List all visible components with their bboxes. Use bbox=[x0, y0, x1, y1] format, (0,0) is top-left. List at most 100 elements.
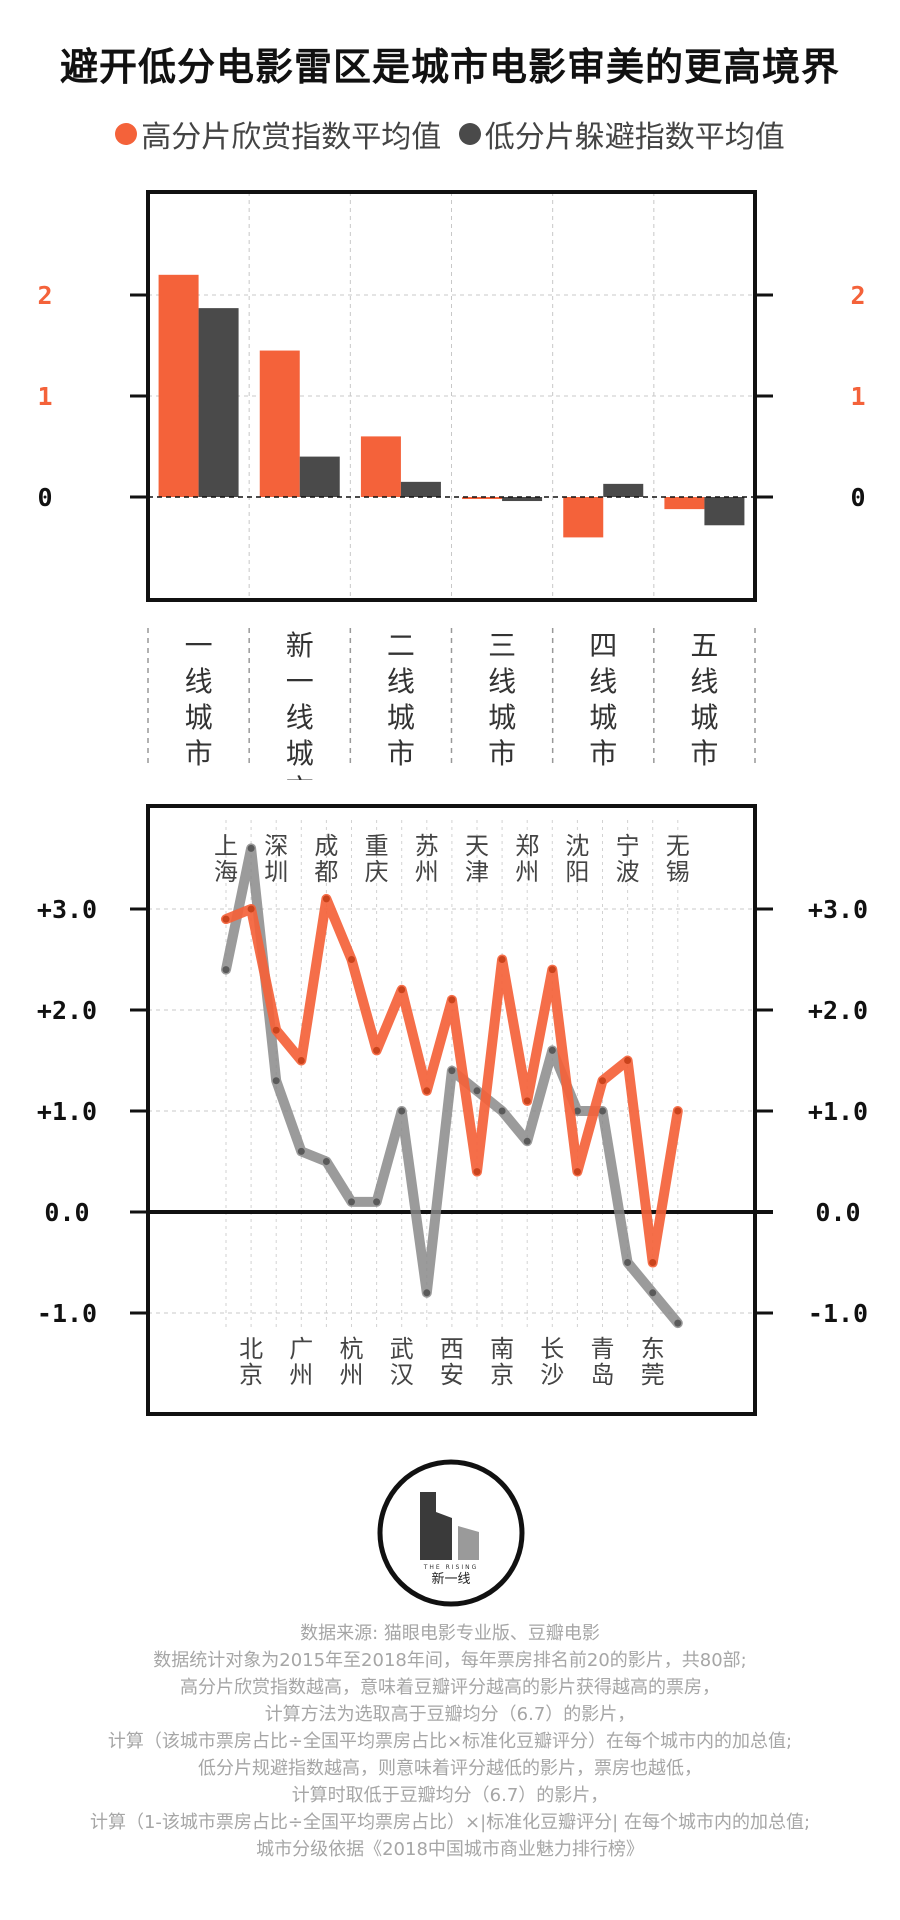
legend-label-high: 高分片欣赏指数平均值 bbox=[141, 120, 442, 155]
city-label-top-char: 成 bbox=[314, 832, 338, 860]
data-source-notes: 数据来源: 猫眼电影专业版、豆瓣电影 数据统计对象为2015年至2018年间，每年… bbox=[0, 1620, 900, 1863]
legend-dot-gray bbox=[458, 123, 481, 145]
tier-bar-chart: 001122一线城市新一线城市二线城市三线城市四线城市五线城市 bbox=[37, 190, 866, 780]
source-line: 高分片欣赏指数越高，意味着豆瓣评分越高的影片获得越高的票房， bbox=[180, 1677, 720, 1698]
category-label-char: 城 bbox=[185, 701, 213, 734]
bar-low bbox=[400, 481, 441, 497]
bar-high bbox=[462, 497, 503, 500]
bar-low bbox=[299, 456, 340, 497]
city-label-top-char: 海 bbox=[214, 858, 238, 886]
category-label-char: 线 bbox=[690, 665, 718, 698]
data-point-low bbox=[473, 1087, 481, 1095]
city-label-top-char: 州 bbox=[515, 858, 539, 886]
category-label-char: 城 bbox=[387, 701, 415, 734]
y-tick-label-left: +2.0 bbox=[37, 996, 97, 1025]
data-point-high bbox=[548, 966, 556, 974]
y-tick-label-right: 0.0 bbox=[815, 1198, 860, 1227]
data-point-high bbox=[222, 915, 230, 923]
category-label-char: 市 bbox=[488, 737, 516, 770]
bar-low bbox=[603, 483, 644, 497]
category-label-char: 线 bbox=[387, 665, 415, 698]
city-label-bottom-char: 莞 bbox=[641, 1361, 665, 1389]
data-point-low bbox=[322, 1158, 330, 1165]
city-label-top-char: 重 bbox=[365, 832, 389, 860]
bar-high bbox=[360, 436, 401, 497]
city-label-bottom-char: 州 bbox=[289, 1361, 313, 1389]
city-label-bottom-char: 东 bbox=[641, 1335, 665, 1363]
city-label-top-char: 郑 bbox=[515, 832, 539, 860]
city-label-bottom-char: 西 bbox=[440, 1335, 464, 1363]
city-label-top-char: 苏 bbox=[415, 832, 439, 860]
bar-low bbox=[198, 308, 239, 497]
source-line: 低分片规避指数越高，则意味着评分越低的影片，票房也越低， bbox=[198, 1758, 702, 1779]
data-point-low bbox=[649, 1289, 657, 1297]
y-tick-label-left: +1.0 bbox=[37, 1097, 97, 1126]
category-label-char: 城 bbox=[286, 737, 314, 770]
city-label-bottom-char: 沙 bbox=[540, 1361, 564, 1389]
data-point-low bbox=[398, 1107, 406, 1115]
y-tick-label-left: 1 bbox=[37, 382, 52, 411]
category-label-char: 城 bbox=[589, 701, 617, 734]
city-label-bottom-char: 南 bbox=[490, 1335, 514, 1363]
page-title: 避开低分电影雷区是城市电影审美的更高境界 bbox=[59, 45, 840, 89]
data-point-low bbox=[272, 1077, 280, 1085]
y-tick-label-right: +3.0 bbox=[808, 895, 868, 924]
y-tick-label-right: 0 bbox=[850, 483, 865, 512]
bar-high bbox=[158, 274, 199, 497]
category-label-char: 市 bbox=[286, 773, 314, 780]
data-point-low bbox=[297, 1147, 305, 1155]
category-label-char: 城 bbox=[690, 701, 718, 734]
y-tick-label-left: 0 bbox=[37, 483, 52, 512]
legend-item-low: 低分片躲避指数平均值 bbox=[458, 112, 785, 156]
category-label-char: 线 bbox=[286, 701, 314, 734]
data-point-high bbox=[398, 986, 406, 994]
y-tick-label-right: 2 bbox=[850, 281, 865, 310]
legend: 高分片欣赏指数平均值 低分片躲避指数平均值 bbox=[0, 112, 900, 156]
source-line: 计算（1-该城市票房占比÷全国平均票房占比）×|标准化豆瓣评分| 在每个城市内的… bbox=[89, 1812, 811, 1833]
y-tick-label-left: +3.0 bbox=[37, 895, 97, 924]
city-label-top-char: 阳 bbox=[565, 858, 589, 886]
city-label-top-char: 上 bbox=[214, 832, 238, 860]
legend-dot-orange bbox=[115, 123, 138, 145]
y-tick-label-left: -1.0 bbox=[37, 1299, 97, 1328]
category-label-char: 市 bbox=[185, 737, 213, 770]
city-label-top-char: 庆 bbox=[365, 858, 389, 886]
city-label-bottom-char: 汉 bbox=[390, 1361, 414, 1389]
data-point-high bbox=[599, 1077, 606, 1085]
data-point-low bbox=[548, 1046, 556, 1054]
bar-high bbox=[259, 350, 300, 497]
data-point-low bbox=[624, 1259, 632, 1266]
data-point-high bbox=[322, 895, 330, 903]
category-label-char: 一 bbox=[185, 629, 213, 662]
brand-logo: THE RISING 新一线 bbox=[377, 1459, 525, 1607]
category-label-char: 四 bbox=[589, 629, 617, 662]
data-point-low bbox=[348, 1198, 355, 1206]
city-label-bottom-char: 州 bbox=[340, 1361, 364, 1389]
source-line: 数据统计对象为2015年至2018年间，每年票房排名前20的影片，共80部; bbox=[153, 1650, 747, 1671]
city-label-top-char: 宁 bbox=[616, 832, 640, 860]
city-label-top-char: 深 bbox=[264, 832, 288, 860]
legend-item-high: 高分片欣赏指数平均值 bbox=[115, 112, 441, 156]
bar-high bbox=[563, 497, 604, 538]
data-point-low bbox=[573, 1107, 581, 1115]
city-label-top-char: 波 bbox=[616, 858, 640, 886]
city-label-bottom-char: 京 bbox=[239, 1361, 263, 1389]
city-label-top-char: 锡 bbox=[666, 858, 690, 886]
logo-text-cn: 新一线 bbox=[431, 1571, 470, 1587]
data-point-high bbox=[448, 996, 456, 1004]
data-point-high bbox=[473, 1168, 481, 1176]
data-point-low bbox=[498, 1107, 506, 1115]
city-label-top-char: 州 bbox=[415, 858, 439, 886]
y-tick-label-left: 0.0 bbox=[44, 1198, 89, 1227]
category-label-char: 线 bbox=[488, 665, 516, 698]
y-tick-label-right: 1 bbox=[850, 382, 865, 411]
city-label-bottom-char: 青 bbox=[591, 1335, 615, 1363]
data-point-high bbox=[523, 1097, 531, 1105]
bar-high bbox=[664, 497, 705, 510]
bar-low bbox=[502, 497, 543, 502]
city-label-bottom-char: 长 bbox=[540, 1335, 564, 1363]
y-tick-label-right: -1.0 bbox=[808, 1299, 868, 1328]
category-label-char: 市 bbox=[387, 737, 415, 770]
category-label-char: 城 bbox=[488, 701, 516, 734]
category-label-char: 市 bbox=[589, 737, 617, 770]
